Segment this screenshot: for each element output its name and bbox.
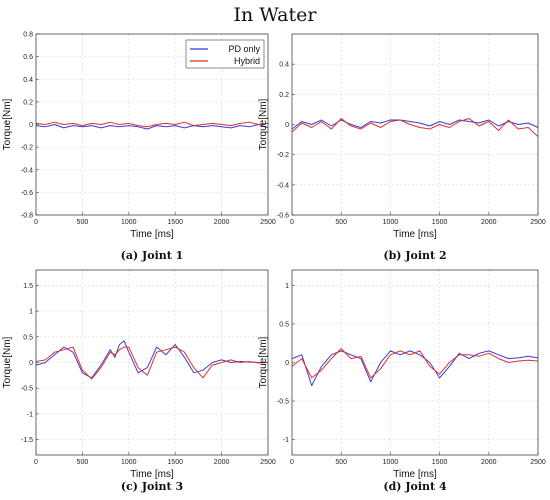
y-tick-label: -0.5	[21, 386, 33, 393]
caption-label: (b)	[383, 249, 405, 262]
x-tick-label: 500	[335, 459, 347, 466]
y-tick-label: 0.8	[23, 32, 33, 39]
y-tick-label: -1	[27, 411, 33, 418]
y-tick-label: -0.6	[21, 190, 33, 197]
legend: PD only Hybrid	[185, 39, 265, 69]
x-tick-label: 2000	[214, 459, 230, 466]
caption-label: (c)	[121, 480, 142, 493]
chart-panel-2: 0 500 1000 1500 2000 2500-0.6-0.4-0.200.20.4T…	[258, 33, 546, 262]
x-tick-label: 2500	[530, 219, 546, 226]
y-tick-label: 0	[29, 360, 33, 367]
x-tick-label: 2000	[481, 219, 497, 226]
x-tick-label: 2500	[530, 459, 546, 466]
legend-entry: Hybrid	[234, 56, 260, 66]
y-tick-label: 0.5	[279, 321, 289, 328]
panel-caption: (c) Joint 3	[121, 480, 183, 493]
y-axis-label: Torque[Nm]	[258, 336, 269, 388]
x-tick-label: 0	[290, 459, 294, 466]
y-tick-label: 0.6	[23, 54, 33, 61]
legend-box	[185, 39, 265, 69]
series-line-hybrid	[291, 348, 539, 379]
y-tick-label: 0	[285, 360, 289, 367]
y-axis-label: Torque[Nm]	[258, 98, 269, 150]
y-tick-label: 1	[285, 283, 289, 290]
caption-text: Joint 3	[141, 480, 183, 493]
x-tick-label: 1000	[121, 219, 137, 226]
x-tick-label: 500	[335, 219, 347, 226]
x-axis-label: Time [ms]	[393, 469, 437, 480]
panel-caption: (a) Joint 1	[121, 249, 184, 262]
x-tick-label: 2000	[481, 459, 497, 466]
x-tick-label: 1000	[383, 459, 399, 466]
x-tick-label: 2000	[214, 219, 230, 226]
y-tick-label: -0.8	[21, 213, 33, 220]
series-line-hybrid	[35, 121, 269, 128]
caption-label: (a)	[121, 249, 142, 262]
y-tick-label: 0	[29, 122, 33, 129]
caption-label: (d)	[383, 480, 405, 493]
x-tick-label: 1000	[121, 459, 137, 466]
y-tick-label: 0.4	[279, 62, 289, 69]
x-tick-label: 1000	[383, 219, 399, 226]
x-axis-label: Time [ms]	[130, 469, 174, 480]
y-tick-label: 0.4	[23, 77, 33, 84]
y-tick-label: 0	[285, 122, 289, 129]
x-tick-label: 500	[77, 219, 89, 226]
y-tick-label: 0.5	[23, 334, 33, 341]
series-line-hybrid	[291, 118, 539, 137]
series-line-hybrid	[35, 346, 269, 380]
y-tick-label: 0.2	[23, 99, 33, 106]
x-tick-label: 0	[34, 459, 38, 466]
x-tick-label: 2500	[260, 219, 276, 226]
x-tick-label: 0	[34, 219, 38, 226]
y-tick-label: 1.5	[23, 283, 33, 290]
caption-text: Joint 4	[404, 480, 447, 493]
legend-entry: PD only	[228, 44, 260, 54]
x-tick-label: 0	[290, 219, 294, 226]
y-tick-label: -1.5	[21, 437, 33, 444]
y-tick-label: 1	[29, 309, 33, 316]
y-axis-label: Torque[Nm]	[2, 336, 13, 388]
y-tick-label: -0.4	[277, 182, 289, 189]
caption-text: Joint 2	[404, 249, 446, 262]
series-line-pd-only	[35, 124, 269, 130]
y-tick-label: -0.2	[277, 152, 289, 159]
panel-caption: (d) Joint 4	[383, 480, 447, 493]
y-axis-label: Torque[Nm]	[2, 98, 13, 150]
series-line-pd-only	[291, 119, 539, 130]
y-tick-label: -0.4	[21, 167, 33, 174]
x-tick-label: 2500	[260, 459, 276, 466]
caption-text: Joint 1	[141, 249, 183, 262]
y-tick-label: -0.6	[277, 213, 289, 220]
x-axis-label: Time [ms]	[393, 229, 437, 240]
figure-title: In Water	[233, 4, 317, 26]
y-tick-label: -1	[283, 437, 289, 444]
x-tick-label: 1500	[432, 219, 448, 226]
y-tick-label: -0.2	[21, 145, 33, 152]
x-axis-label: Time [ms]	[130, 229, 174, 240]
panel-caption: (b) Joint 2	[383, 249, 446, 262]
x-tick-label: 1500	[167, 219, 183, 226]
y-tick-label: -0.5	[277, 399, 289, 406]
x-tick-label: 1500	[167, 459, 183, 466]
x-tick-label: 1500	[432, 459, 448, 466]
x-tick-label: 500	[77, 459, 89, 466]
y-tick-label: 0.2	[279, 92, 289, 99]
chart-panel-4: 0 500 1000 1500 2000 2500 -1 -0.5 0 0.5 1 Time [ms]…	[258, 269, 546, 493]
chart-panel-3: 0 500 1000 1500 2000 2500 -1.5 -1 -0.5 0 0.5 1 1.5 Ti…	[2, 269, 276, 493]
